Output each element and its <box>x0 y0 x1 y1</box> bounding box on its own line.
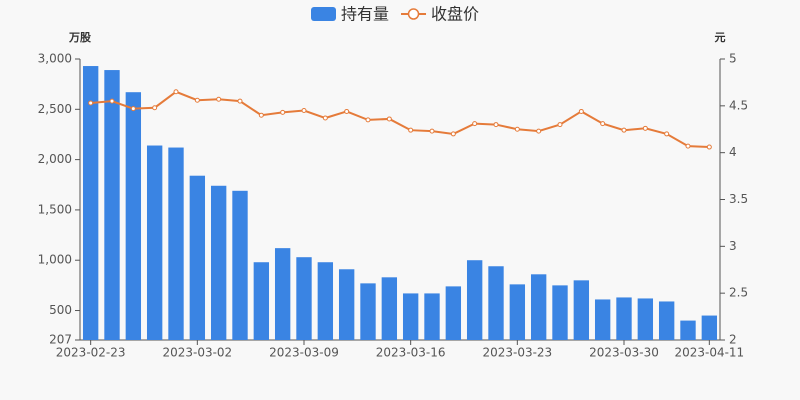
bar <box>424 293 440 340</box>
price-point <box>664 131 670 137</box>
legend-label: 持有量 <box>341 5 389 24</box>
x-tick-label: 2023-03-30 <box>589 346 659 360</box>
price-point <box>173 89 179 95</box>
price-point <box>429 128 435 134</box>
y2-tick-label: 4 <box>729 145 737 159</box>
bar <box>210 185 227 340</box>
price-point <box>408 127 414 133</box>
y-tick-label: 2,000 <box>38 152 72 166</box>
bar <box>552 285 568 340</box>
price-line <box>90 90 710 149</box>
x-tick-label: 2023-02-23 <box>56 346 126 360</box>
price-point <box>237 98 243 104</box>
bar <box>701 315 718 340</box>
y-tick-label: 207 <box>49 333 72 347</box>
price-point <box>322 115 328 121</box>
price-point <box>514 126 520 132</box>
price-point <box>621 127 627 133</box>
y-tick-label: 3,000 <box>38 52 72 66</box>
price-point <box>88 100 94 106</box>
x-tick-label: 2023-03-23 <box>482 346 552 360</box>
bar <box>616 297 632 340</box>
bar <box>125 92 142 340</box>
price-point <box>365 117 371 123</box>
price-point <box>386 116 392 122</box>
price-point <box>536 128 542 134</box>
price-point <box>642 125 648 131</box>
price-point <box>493 122 499 128</box>
price-point <box>685 143 691 149</box>
bar <box>594 299 611 340</box>
bar <box>381 277 398 340</box>
y-tick-label: 1,000 <box>38 253 72 267</box>
y2-tick-label: 4.5 <box>729 98 748 112</box>
price-point <box>472 121 478 127</box>
bar <box>232 190 248 340</box>
bar <box>637 298 654 340</box>
bar <box>338 269 355 340</box>
price-point <box>600 121 606 127</box>
y2-tick-label: 2.5 <box>729 286 748 300</box>
price-point <box>450 131 456 137</box>
legend-icon <box>311 7 336 21</box>
y-tick-label: 500 <box>49 303 72 317</box>
bar <box>168 147 184 340</box>
price-point <box>194 97 200 103</box>
price-point <box>216 96 222 102</box>
x-tick-label: 2023-03-02 <box>162 346 232 360</box>
legend-icon <box>407 8 420 20</box>
bar <box>530 274 547 340</box>
price-point <box>109 98 115 104</box>
bar <box>573 280 590 340</box>
bar <box>488 266 504 340</box>
x-tick-label: 2023-03-09 <box>269 346 339 360</box>
bar <box>466 260 483 340</box>
x-tick-label: 2023-04-11 <box>674 346 744 360</box>
bar <box>658 301 675 340</box>
price-point <box>301 108 307 114</box>
price-point <box>557 122 563 128</box>
y-axis-unit: 万股 <box>68 31 92 44</box>
x-tick-label: 2023-03-16 <box>376 346 446 360</box>
price-point <box>152 105 158 111</box>
y-tick-label: 2,500 <box>38 102 72 116</box>
bar <box>445 286 462 340</box>
bar <box>360 283 376 340</box>
bar <box>189 175 206 340</box>
y2-tick-label: 5 <box>729 52 737 66</box>
price-point <box>578 108 584 114</box>
bar <box>402 293 419 340</box>
y2-tick-label: 2 <box>729 333 737 347</box>
bar <box>146 145 163 340</box>
bar <box>82 66 99 341</box>
price-point <box>706 144 712 150</box>
y2-tick-label: 3.5 <box>729 192 748 206</box>
bar <box>317 262 334 340</box>
y-tick-label: 1,500 <box>38 202 72 216</box>
y2-axis-unit: 元 <box>715 31 726 44</box>
price-point <box>258 112 264 118</box>
bar <box>104 70 120 340</box>
bar <box>274 248 291 340</box>
y2-tick-label: 3 <box>729 239 737 253</box>
price-point <box>344 108 350 114</box>
bar <box>680 320 696 340</box>
bar <box>509 284 526 340</box>
bar <box>253 262 270 340</box>
price-point <box>130 106 136 112</box>
bar <box>296 257 312 340</box>
legend-label: 收盘价 <box>431 5 479 24</box>
price-point <box>280 109 286 115</box>
